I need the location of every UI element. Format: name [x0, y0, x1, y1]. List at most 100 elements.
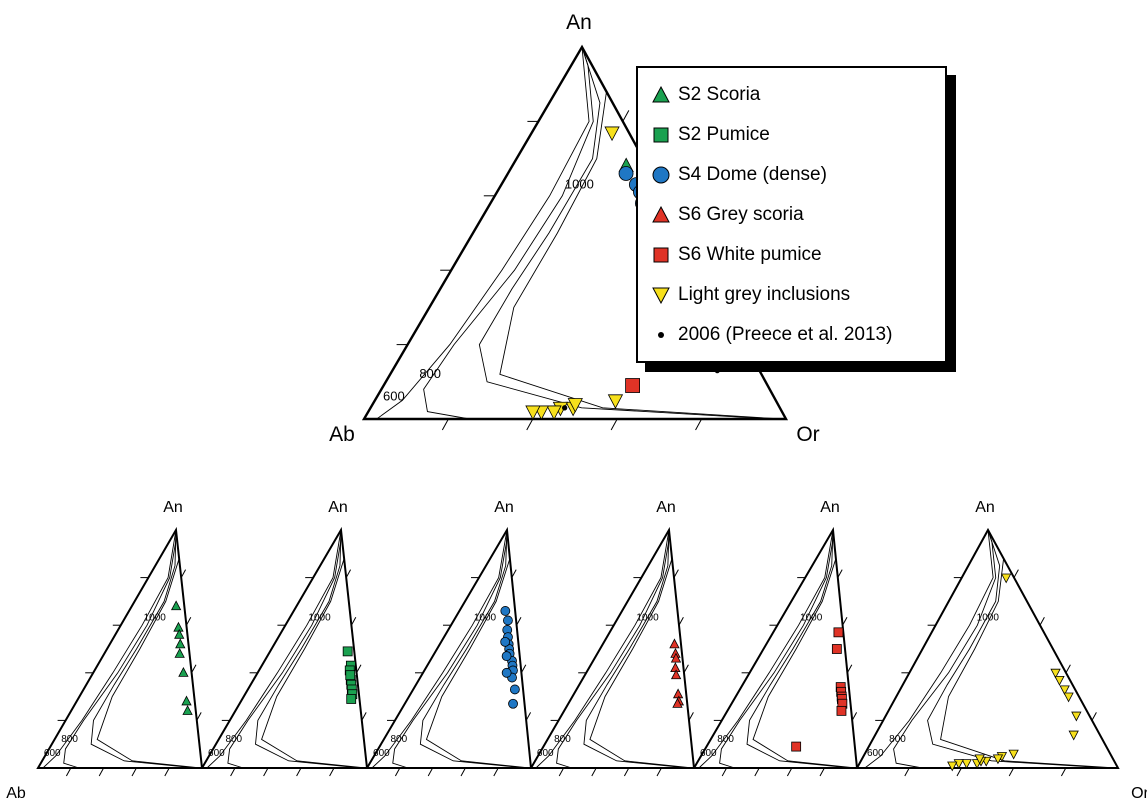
legend-item-2006-reference: 2006 (Preece et al. 2013)	[652, 322, 892, 348]
axis-tick	[851, 712, 858, 721]
isotherm-curve	[63, 529, 177, 769]
data-point-s6-white-pumice	[791, 741, 802, 752]
isotherm-curve	[752, 529, 856, 769]
axis-tick	[610, 418, 618, 431]
isotherm-curve	[371, 529, 508, 769]
axis-tick	[904, 767, 910, 777]
data-point-s2-pumice	[345, 670, 356, 681]
data-point-light-grey-inclusions	[525, 405, 541, 421]
axis-tick	[842, 616, 848, 626]
legend: S2 Scoria S2 Pumice S4 Dome (dense) S6 G…	[636, 66, 947, 363]
axis-tick	[185, 616, 192, 626]
axis-tick	[1065, 664, 1071, 674]
isotherm-curve	[556, 529, 670, 769]
legend-label: Light grey inclusions	[678, 284, 851, 305]
axis-tick	[164, 767, 170, 777]
data-point-s2-scoria	[173, 621, 184, 632]
data-point-s4-dome-dense	[501, 651, 512, 662]
isotherm-curve	[42, 529, 177, 769]
ternary-panel-small-6: 600 800 1000 An Or	[855, 499, 1147, 802]
axis-tick	[558, 767, 565, 777]
triangle-frame	[36, 526, 204, 769]
axis-tick	[131, 767, 137, 777]
data-point-light-grey-inclusions	[604, 126, 620, 142]
axis-tick	[460, 767, 466, 777]
isotherm-curve	[589, 529, 693, 769]
data-point-s2-scoria	[174, 647, 185, 658]
data-point-light-grey-inclusions	[1059, 685, 1070, 696]
axis-tick	[427, 767, 434, 777]
triangle-up-icon	[652, 86, 670, 103]
isotherm-curve	[535, 529, 670, 769]
axis-tick	[695, 418, 703, 431]
axis-tick	[591, 767, 597, 777]
isotherm-curve	[419, 529, 527, 769]
data-point-s6-grey-scoria	[669, 638, 680, 649]
triangle-frame	[200, 526, 369, 769]
data-point-light-grey-inclusions	[1071, 711, 1082, 722]
axis-tick	[837, 569, 843, 578]
axis-tick	[65, 767, 72, 777]
data-point-s4-dome-dense	[500, 636, 511, 647]
isotherm-label: 800	[889, 734, 906, 745]
isotherm-curve	[227, 529, 342, 769]
axis-tick	[673, 569, 679, 578]
vertex-label-an: An	[328, 499, 348, 516]
axis-tick	[329, 767, 335, 777]
isotherm-label: 1000	[144, 612, 167, 623]
isotherm-label: 1000	[308, 612, 331, 623]
isotherm-curve	[583, 529, 690, 769]
axis-tick	[678, 616, 684, 626]
data-point-s2-scoria	[182, 705, 193, 715]
circle-icon	[652, 166, 670, 184]
isotherm-curve	[425, 529, 530, 769]
isotherm-label: 800	[419, 366, 441, 381]
isotherm-curve	[255, 529, 363, 769]
data-point-s4-dome-dense	[503, 615, 513, 626]
isotherm-label: 600	[383, 388, 405, 403]
vertex-label-ab: Ab	[6, 785, 26, 802]
axis-tick	[441, 418, 449, 431]
triangle-frame	[365, 526, 533, 769]
data-point-light-grey-inclusions	[974, 754, 985, 765]
vertex-label-an: An	[494, 499, 514, 516]
isotherm-label: 600	[373, 748, 390, 759]
axis-tick	[656, 767, 662, 777]
data-point-s6-grey-scoria	[670, 662, 681, 673]
data-point-s6-grey-scoria	[670, 652, 682, 663]
data-point-s2-scoria	[174, 628, 185, 639]
data-point-light-grey-inclusions	[567, 398, 583, 413]
data-point-s6-white-pumice	[833, 627, 844, 638]
data-point-2006-preece-et-al-2013	[714, 367, 720, 374]
data-point-2006-preece-et-al-2013	[562, 405, 568, 411]
isotherm-curve	[927, 529, 1111, 769]
axis-tick	[180, 569, 187, 578]
axis-tick	[525, 712, 532, 721]
vertex-label-or: Or	[1131, 785, 1147, 802]
axis-tick	[296, 767, 302, 777]
isotherm-label: 800	[390, 734, 407, 745]
axis-tick	[493, 767, 499, 777]
axis-tick	[1091, 712, 1097, 721]
data-point-s4-dome-dense	[508, 698, 518, 709]
axis-tick	[721, 767, 728, 777]
legend-item-s6-white-pumice: S6 White pumice	[652, 242, 822, 268]
axis-tick	[516, 616, 522, 626]
axis-tick	[1039, 616, 1045, 626]
triangle-frame	[529, 526, 696, 769]
square-icon	[653, 247, 669, 263]
isotherm-curve	[261, 529, 366, 769]
data-point-s6-white-pumice	[625, 378, 640, 393]
isotherm-curve	[423, 46, 594, 420]
data-point-s6-grey-scoria	[672, 697, 683, 708]
axis-tick	[754, 767, 760, 777]
legend-label: S4 Dome (dense)	[678, 164, 827, 185]
data-point-s4-dome-dense	[500, 606, 511, 616]
isotherm-curve	[746, 529, 853, 769]
data-point-light-grey-inclusions	[1008, 749, 1019, 760]
legend-item-s2-scoria: S2 Scoria	[652, 82, 760, 108]
triangle-frame	[692, 526, 859, 769]
data-point-light-grey-inclusions	[607, 394, 624, 409]
